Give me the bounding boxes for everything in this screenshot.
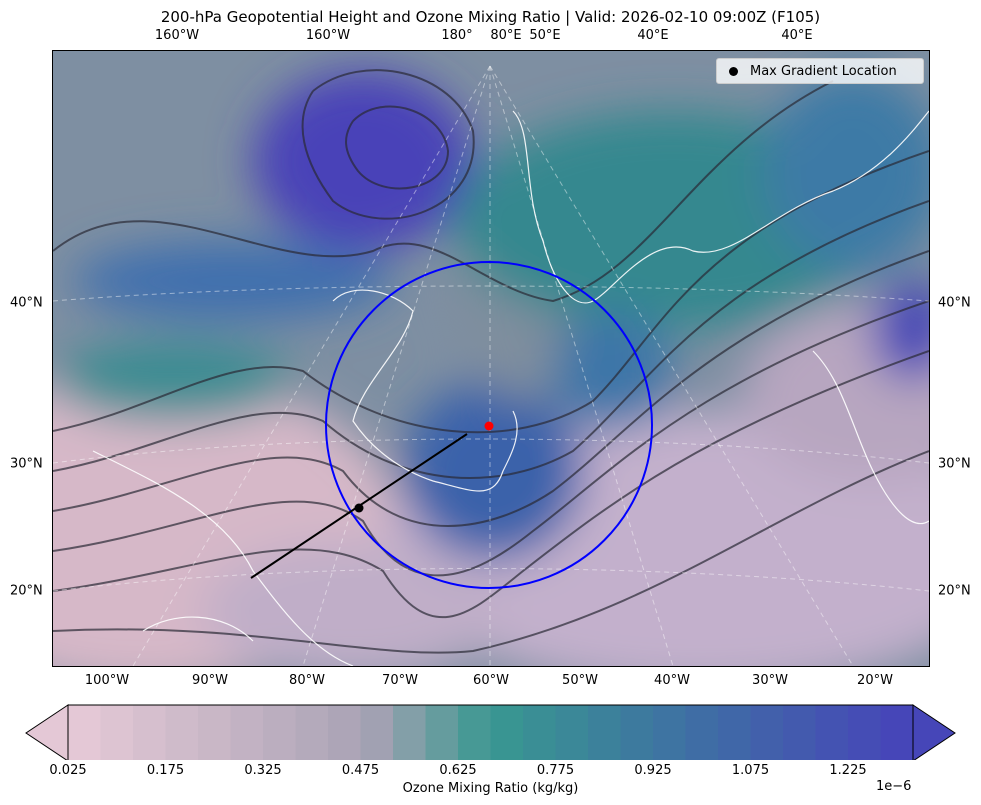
colorbar-bin: [263, 705, 296, 760]
bottom-lon-label: 20°W: [857, 673, 893, 688]
top-lon-label: 40°E: [781, 28, 813, 43]
colorbar-bin: [100, 705, 134, 760]
colorbar-extend-low: [25, 704, 69, 760]
top-lon-label: 40°E: [637, 28, 669, 43]
colorbar-bin: [750, 705, 784, 760]
colorbar-bin: [133, 705, 166, 760]
colorbar-bin: [360, 705, 394, 760]
center-marker[interactable]: [484, 421, 494, 431]
ozone-field: [53, 71, 929, 666]
ozone-height-map: [53, 51, 929, 666]
colorbar-bin: [295, 705, 329, 760]
right-lat-label: 20°N: [938, 583, 971, 599]
max-gradient-marker[interactable]: [354, 503, 364, 513]
map-legend: Max Gradient Location: [716, 58, 924, 84]
colorbar-tick-label: 1.075: [731, 763, 770, 778]
colorbar: [25, 704, 956, 760]
colorbar-bin: [458, 705, 491, 760]
legend-label: Max Gradient Location: [750, 63, 897, 79]
colorbar-tick-label: 1.225: [829, 763, 867, 778]
bottom-lon-label: 30°W: [752, 673, 788, 688]
colorbar-tick-label: 0.325: [244, 763, 282, 778]
colorbar-bin: [588, 705, 621, 760]
top-lon-label: 160°W: [305, 28, 351, 43]
colorbar-bin: [328, 705, 361, 760]
colorbar-bin: [718, 705, 751, 760]
colorbar-bin: [165, 705, 199, 760]
colorbar-bin: [620, 705, 654, 760]
colorbar-tick-label: 0.775: [536, 763, 575, 778]
map-title: 200-hPa Geopotential Height and Ozone Mi…: [160, 8, 821, 26]
colorbar-bin: [198, 705, 231, 760]
coastlines: [92, 110, 929, 666]
bottom-lon-label: 80°W: [289, 673, 325, 688]
top-lon-label: 80°E: [490, 28, 522, 43]
colorbar-bin: [425, 705, 459, 760]
colorbar-frame: [67, 704, 914, 760]
colorbar-bin: [393, 705, 426, 760]
right-lat-label: 30°N: [938, 456, 971, 472]
colorbar-tick-label: 0.475: [341, 763, 380, 778]
colorbar-tick-label: 0.925: [634, 763, 672, 778]
colorbar-bin: [653, 705, 686, 760]
colorbar-bin: [68, 705, 101, 760]
colorbar-bin: [848, 705, 881, 760]
colorbar-bin: [815, 705, 849, 760]
colorbar-bin: [783, 705, 816, 760]
graticule: [53, 65, 929, 666]
bottom-lon-label: 60°W: [473, 673, 509, 688]
height-contours: [53, 69, 929, 654]
left-lat-label: 20°N: [10, 583, 43, 599]
right-lat-label: 40°N: [938, 295, 971, 311]
top-lon-label: 160°W: [154, 28, 200, 43]
colorbar-bin: [490, 705, 524, 760]
colorbar-multiplier: 1e−6: [876, 779, 912, 794]
bottom-lon-label: 50°W: [562, 673, 598, 688]
colorbar-bin: [555, 705, 589, 760]
colorbar-bin: [230, 705, 264, 760]
top-lon-label: 180°: [441, 28, 473, 43]
colorbar-tick-label: 0.175: [146, 763, 185, 778]
colorbar-tick-label: 0.025: [49, 763, 87, 778]
legend-marker-icon: [729, 66, 738, 76]
colorbar-bin: [685, 705, 719, 760]
bottom-lon-label: 40°W: [654, 673, 690, 688]
left-lat-label: 40°N: [10, 295, 43, 311]
bottom-lon-label: 90°W: [192, 673, 228, 688]
colorbar-tick-label: 0.625: [439, 763, 477, 778]
colorbar-extend-high: [912, 704, 956, 760]
colorbar-bin: [523, 705, 556, 760]
bottom-lon-label: 70°W: [382, 673, 418, 688]
left-lat-label: 30°N: [10, 456, 43, 472]
map-plot-area[interactable]: [52, 50, 930, 667]
colorbar-label: Ozone Mixing Ratio (kg/kg): [402, 781, 579, 796]
colorbar-bin: [880, 705, 914, 760]
analysis-circle: [325, 261, 653, 589]
top-lon-label: 50°E: [529, 28, 561, 43]
bottom-lon-label: 100°W: [84, 673, 130, 688]
